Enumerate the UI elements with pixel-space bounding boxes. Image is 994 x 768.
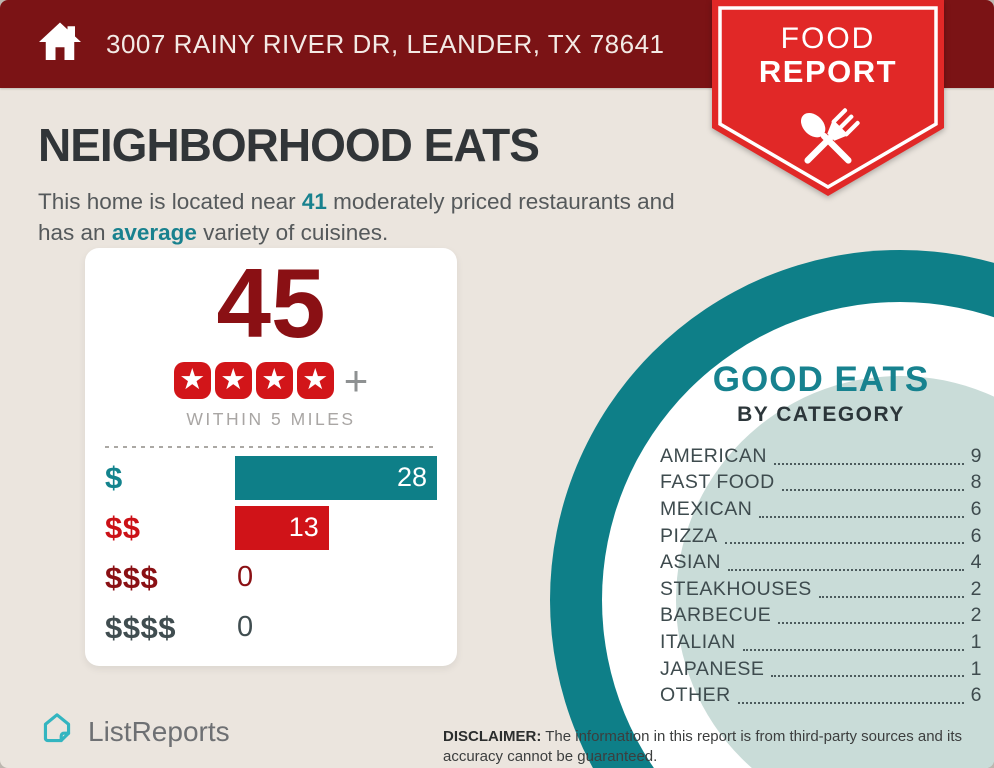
category-name: JAPANESE [660, 657, 765, 680]
within-miles-label: WITHIN 5 MILES [186, 408, 356, 429]
category-count: 4 [970, 551, 982, 574]
price-level-label: $$ [105, 509, 141, 545]
category-name: ITALIAN [660, 630, 736, 653]
headline-section: NEIGHBORHOOD EATS This home is located n… [38, 88, 698, 248]
dot-leader [781, 489, 964, 492]
ribbon-shape [712, 0, 944, 196]
category-count: 8 [970, 471, 982, 494]
category-name: FAST FOOD [660, 471, 775, 494]
category-row: STEAKHOUSES 2 [660, 576, 982, 603]
category-name: BARBECUE [660, 604, 772, 627]
bar: 13 [235, 505, 329, 550]
category-count: 2 [970, 604, 982, 627]
dot-leader [759, 515, 964, 518]
bar-value: 13 [288, 512, 319, 543]
bar-area: 13 [235, 505, 437, 550]
category-count: 6 [970, 497, 982, 520]
bar-value: 0 [237, 611, 254, 644]
ribbon-line2: REPORT [758, 54, 898, 89]
category-name: MEXICAN [660, 497, 753, 520]
ribbon-text: FOOD REPORT [712, 22, 944, 89]
price-row: $$ 13 [105, 503, 437, 553]
category-count: 2 [970, 577, 982, 600]
subtitle-part2: moderately priced restaurants and has an [38, 189, 675, 246]
bar-value: 0 [237, 561, 254, 594]
category-name: ASIAN [660, 551, 722, 574]
category-count: 6 [970, 684, 982, 707]
brand-name: ListReports [88, 715, 230, 747]
food-report-ribbon: FOOD REPORT [712, 0, 944, 198]
dot-leader [737, 701, 964, 704]
category-row: OTHER 6 [660, 682, 982, 709]
rating-stars: ★ ★ ★ ★ + [105, 356, 437, 404]
disclaimer: DISCLAIMER: The information in this repo… [443, 727, 983, 767]
price-row: $$$$ 0 [105, 603, 437, 653]
dot-leader [724, 542, 964, 545]
score-card: 45 ★ ★ ★ ★ + WITHIN 5 MILES $28 $$ 13 $$$ 0 $$$$ 0 [85, 248, 457, 666]
category-row: AMERICAN 9 [660, 443, 982, 470]
dot-leader [778, 622, 964, 625]
category-name: STEAKHOUSES [660, 577, 812, 600]
plus-icon: + [343, 356, 369, 404]
dot-leader [771, 675, 964, 678]
dot-leader [818, 595, 964, 598]
subtitle: This home is located near 41 moderately … [38, 186, 693, 248]
bar-area: 28 [235, 455, 437, 500]
restaurant-count: 45 [216, 248, 326, 358]
good-eats-section: GOOD EATS BY CATEGORY AMERICAN 9 FAST FOOD… [660, 360, 982, 709]
dot-leader [742, 648, 964, 651]
listreports-logo-icon [36, 708, 78, 755]
bar-area: 0 [235, 561, 437, 594]
category-row: JAPANESE 1 [660, 656, 982, 683]
dot-leader [728, 568, 964, 571]
bar-area: 0 [235, 611, 437, 644]
price-level-label: $$$ [105, 559, 159, 595]
price-row: $28 [105, 453, 437, 503]
subtitle-part1: This home is located near [38, 189, 302, 214]
category-row: MEXICAN 6 [660, 496, 982, 523]
price-rows: $28 $$ 13 $$$ 0 $$$$ 0 [105, 453, 437, 653]
bar: 28 [235, 455, 437, 500]
category-count: 1 [970, 630, 982, 653]
price-level-label: $$$$ [105, 609, 176, 645]
category-row: FAST FOOD 8 [660, 470, 982, 497]
disclaimer-text: The information in this report is from t… [443, 728, 963, 765]
dashed-divider [105, 445, 437, 449]
home-icon [36, 18, 84, 71]
good-eats-title: GOOD EATS [712, 360, 930, 399]
star-icon: ★ [296, 362, 334, 400]
category-count: 1 [970, 657, 982, 680]
category-name: PIZZA [660, 524, 718, 547]
category-count: 9 [970, 444, 982, 467]
category-name: OTHER [660, 684, 731, 707]
price-row: $$$ 0 [105, 553, 437, 603]
category-count: 6 [970, 524, 982, 547]
dot-leader [773, 462, 964, 465]
disclaimer-label: DISCLAIMER: [443, 728, 542, 745]
category-row: PIZZA 6 [660, 523, 982, 550]
category-row: BARBECUE 2 [660, 603, 982, 630]
category-row: ITALIAN 1 [660, 629, 982, 656]
star-icon: ★ [214, 362, 252, 400]
star-icon: ★ [255, 362, 293, 400]
good-eats-subtitle: BY CATEGORY [737, 403, 905, 426]
utensils-icon [800, 108, 860, 164]
subtitle-part3: variety of cuisines. [196, 220, 389, 246]
category-name: AMERICAN [660, 444, 767, 467]
star-icon: ★ [173, 362, 211, 400]
price-level-label: $ [105, 459, 123, 495]
property-address: 3007 RAINY RIVER DR, LEANDER, TX 78641 [106, 28, 665, 59]
bar-value: 28 [396, 462, 427, 493]
category-row: ASIAN 4 [660, 549, 982, 576]
category-list: AMERICAN 9 FAST FOOD 8 MEXICAN 6 PIZZA 6 ASIAN 4 S… [660, 443, 982, 709]
brand-lockup: ListReports [36, 708, 230, 755]
page-title: NEIGHBORHOOD EATS [38, 119, 540, 171]
ribbon-line1: FOOD [780, 22, 876, 55]
restaurant-count-inline: 41 [301, 189, 327, 214]
variety-highlight: average [111, 220, 197, 246]
